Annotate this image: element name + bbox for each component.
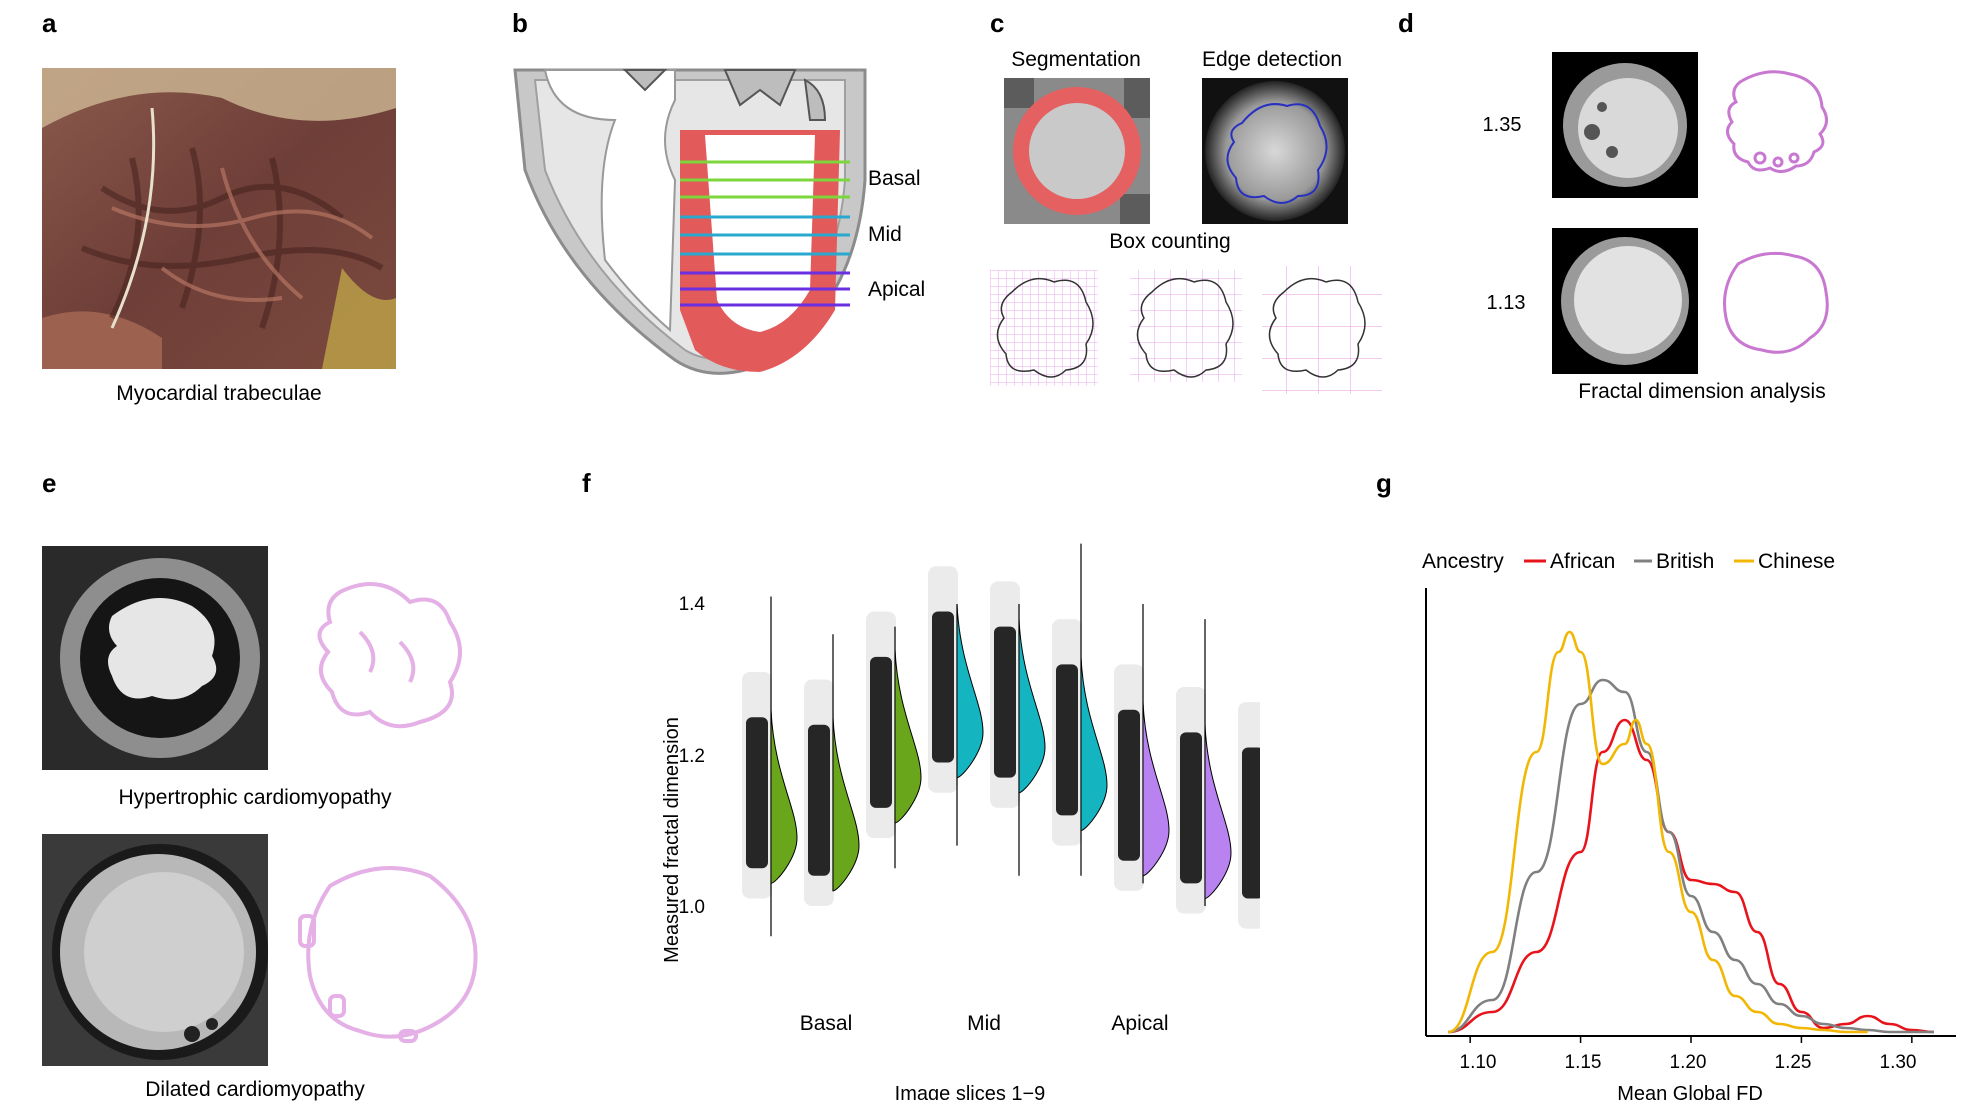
panel-a-caption: Myocardial trabeculae: [116, 382, 322, 405]
panel-d-caption: Fractal dimension analysis: [1578, 380, 1826, 403]
violin-point-halo: [1176, 687, 1206, 914]
density-curve-british: [1447, 678, 1934, 1034]
panel-letter-a: a: [42, 8, 57, 38]
panel-letter-b: b: [512, 8, 528, 38]
group-label-basal: Basal: [800, 1012, 853, 1035]
x-tick-label: 1.10: [1460, 1052, 1497, 1073]
violin-point-cloud: [1242, 747, 1260, 899]
violin-point-cloud: [746, 717, 768, 869]
fractal-violin-chart: 1.4 1.2 1.0 Measured fractal dimension B…: [661, 543, 1260, 1100]
apical-label: Apical: [868, 278, 925, 301]
y-tick-label: 1.0: [679, 897, 705, 918]
y-axis-title: Measured fractal dimension: [661, 717, 683, 963]
x-axis-title: Image slices 1−9: [895, 1083, 1046, 1100]
panel-letter-c: c: [990, 8, 1005, 38]
violin-point-halo: [866, 611, 896, 839]
panel-letter-f: f: [582, 468, 591, 498]
edge-detection-image: [1202, 78, 1348, 224]
basal-label: Basal: [868, 167, 921, 190]
x-tick-label: 1.20: [1670, 1052, 1707, 1073]
y-tick-label: 1.4: [679, 594, 706, 615]
dcm-caption: Dilated cardiomyopathy: [145, 1078, 365, 1101]
violin-point-halo: [928, 566, 958, 793]
violin-point-halo: [1114, 664, 1144, 891]
violin-density-slice-2: [832, 717, 860, 892]
box-counting-illustration: [990, 266, 1382, 394]
fd-high-mri: [1552, 52, 1698, 198]
density-curve-african: [1448, 718, 1934, 1034]
panel-letter-g: g: [1376, 468, 1392, 498]
x-tick-label: 1.15: [1565, 1052, 1602, 1073]
violin-point-cloud: [1118, 709, 1140, 861]
fd-value-high: 1.35: [1482, 114, 1522, 136]
segmentation-image: [1004, 78, 1150, 224]
legend-african: African: [1550, 550, 1615, 573]
violin-density-slice-5: [1018, 619, 1046, 794]
violin-density-slice-7: [1142, 702, 1170, 877]
fd-high-outline: [1726, 70, 1828, 173]
violin-point-halo: [804, 679, 834, 906]
violin-point-halo: [1238, 702, 1260, 929]
segmentation-title: Segmentation: [1011, 48, 1141, 71]
violin-point-cloud: [1180, 732, 1202, 884]
violin-density-slice-4: [956, 603, 984, 779]
hcm-mri: [42, 546, 268, 770]
mid-label: Mid: [868, 223, 902, 246]
x-tick-label: 1.25: [1775, 1052, 1812, 1073]
fd-low-mri: [1552, 228, 1698, 374]
edge-detection-title: Edge detection: [1201, 48, 1343, 71]
hcm-caption: Hypertrophic cardiomyopathy: [118, 786, 392, 809]
violin-point-cloud: [870, 656, 892, 808]
dcm-mri: [42, 834, 268, 1066]
heart-schematic: Basal Mid Apical: [513, 68, 925, 375]
violin-density-slice-1: [770, 709, 798, 884]
fd-value-low: 1.13: [1486, 292, 1526, 314]
group-label-mid: Mid: [967, 1012, 1001, 1035]
x-tick-label: 1.30: [1880, 1052, 1917, 1073]
group-label-apical: Apical: [1111, 1012, 1168, 1035]
dcm-outline: [298, 866, 478, 1043]
panel-letter-e: e: [42, 468, 57, 498]
y-tick-label: 1.2: [679, 746, 705, 767]
x-axis-title: Mean Global FD: [1617, 1083, 1763, 1105]
fd-low-outline: [1723, 251, 1829, 354]
violin-density-slice-8: [1204, 724, 1232, 899]
violin-density-slice-6: [1080, 656, 1108, 832]
legend-british: British: [1656, 550, 1714, 573]
density-chart: Ancestry African British Chinese 1.10 1.…: [1422, 550, 1956, 1105]
violin-point-cloud: [932, 611, 954, 763]
violin-point-halo: [990, 581, 1020, 808]
violin-density-slice-3: [894, 649, 922, 824]
legend-chinese: Chinese: [1758, 550, 1835, 573]
panel-letter-d: d: [1398, 8, 1414, 38]
box-counting-title: Box counting: [1109, 230, 1231, 253]
violin-point-cloud: [808, 724, 830, 876]
violin-point-halo: [1052, 619, 1082, 846]
violin-point-cloud: [994, 626, 1016, 778]
density-curve-chinese: [1447, 630, 1868, 1034]
legend-title: Ancestry: [1422, 550, 1504, 573]
hcm-outline: [317, 582, 462, 729]
myocardial-trabeculae-photo: [42, 68, 396, 369]
violin-point-halo: [742, 671, 772, 899]
violin-point-cloud: [1056, 664, 1078, 816]
